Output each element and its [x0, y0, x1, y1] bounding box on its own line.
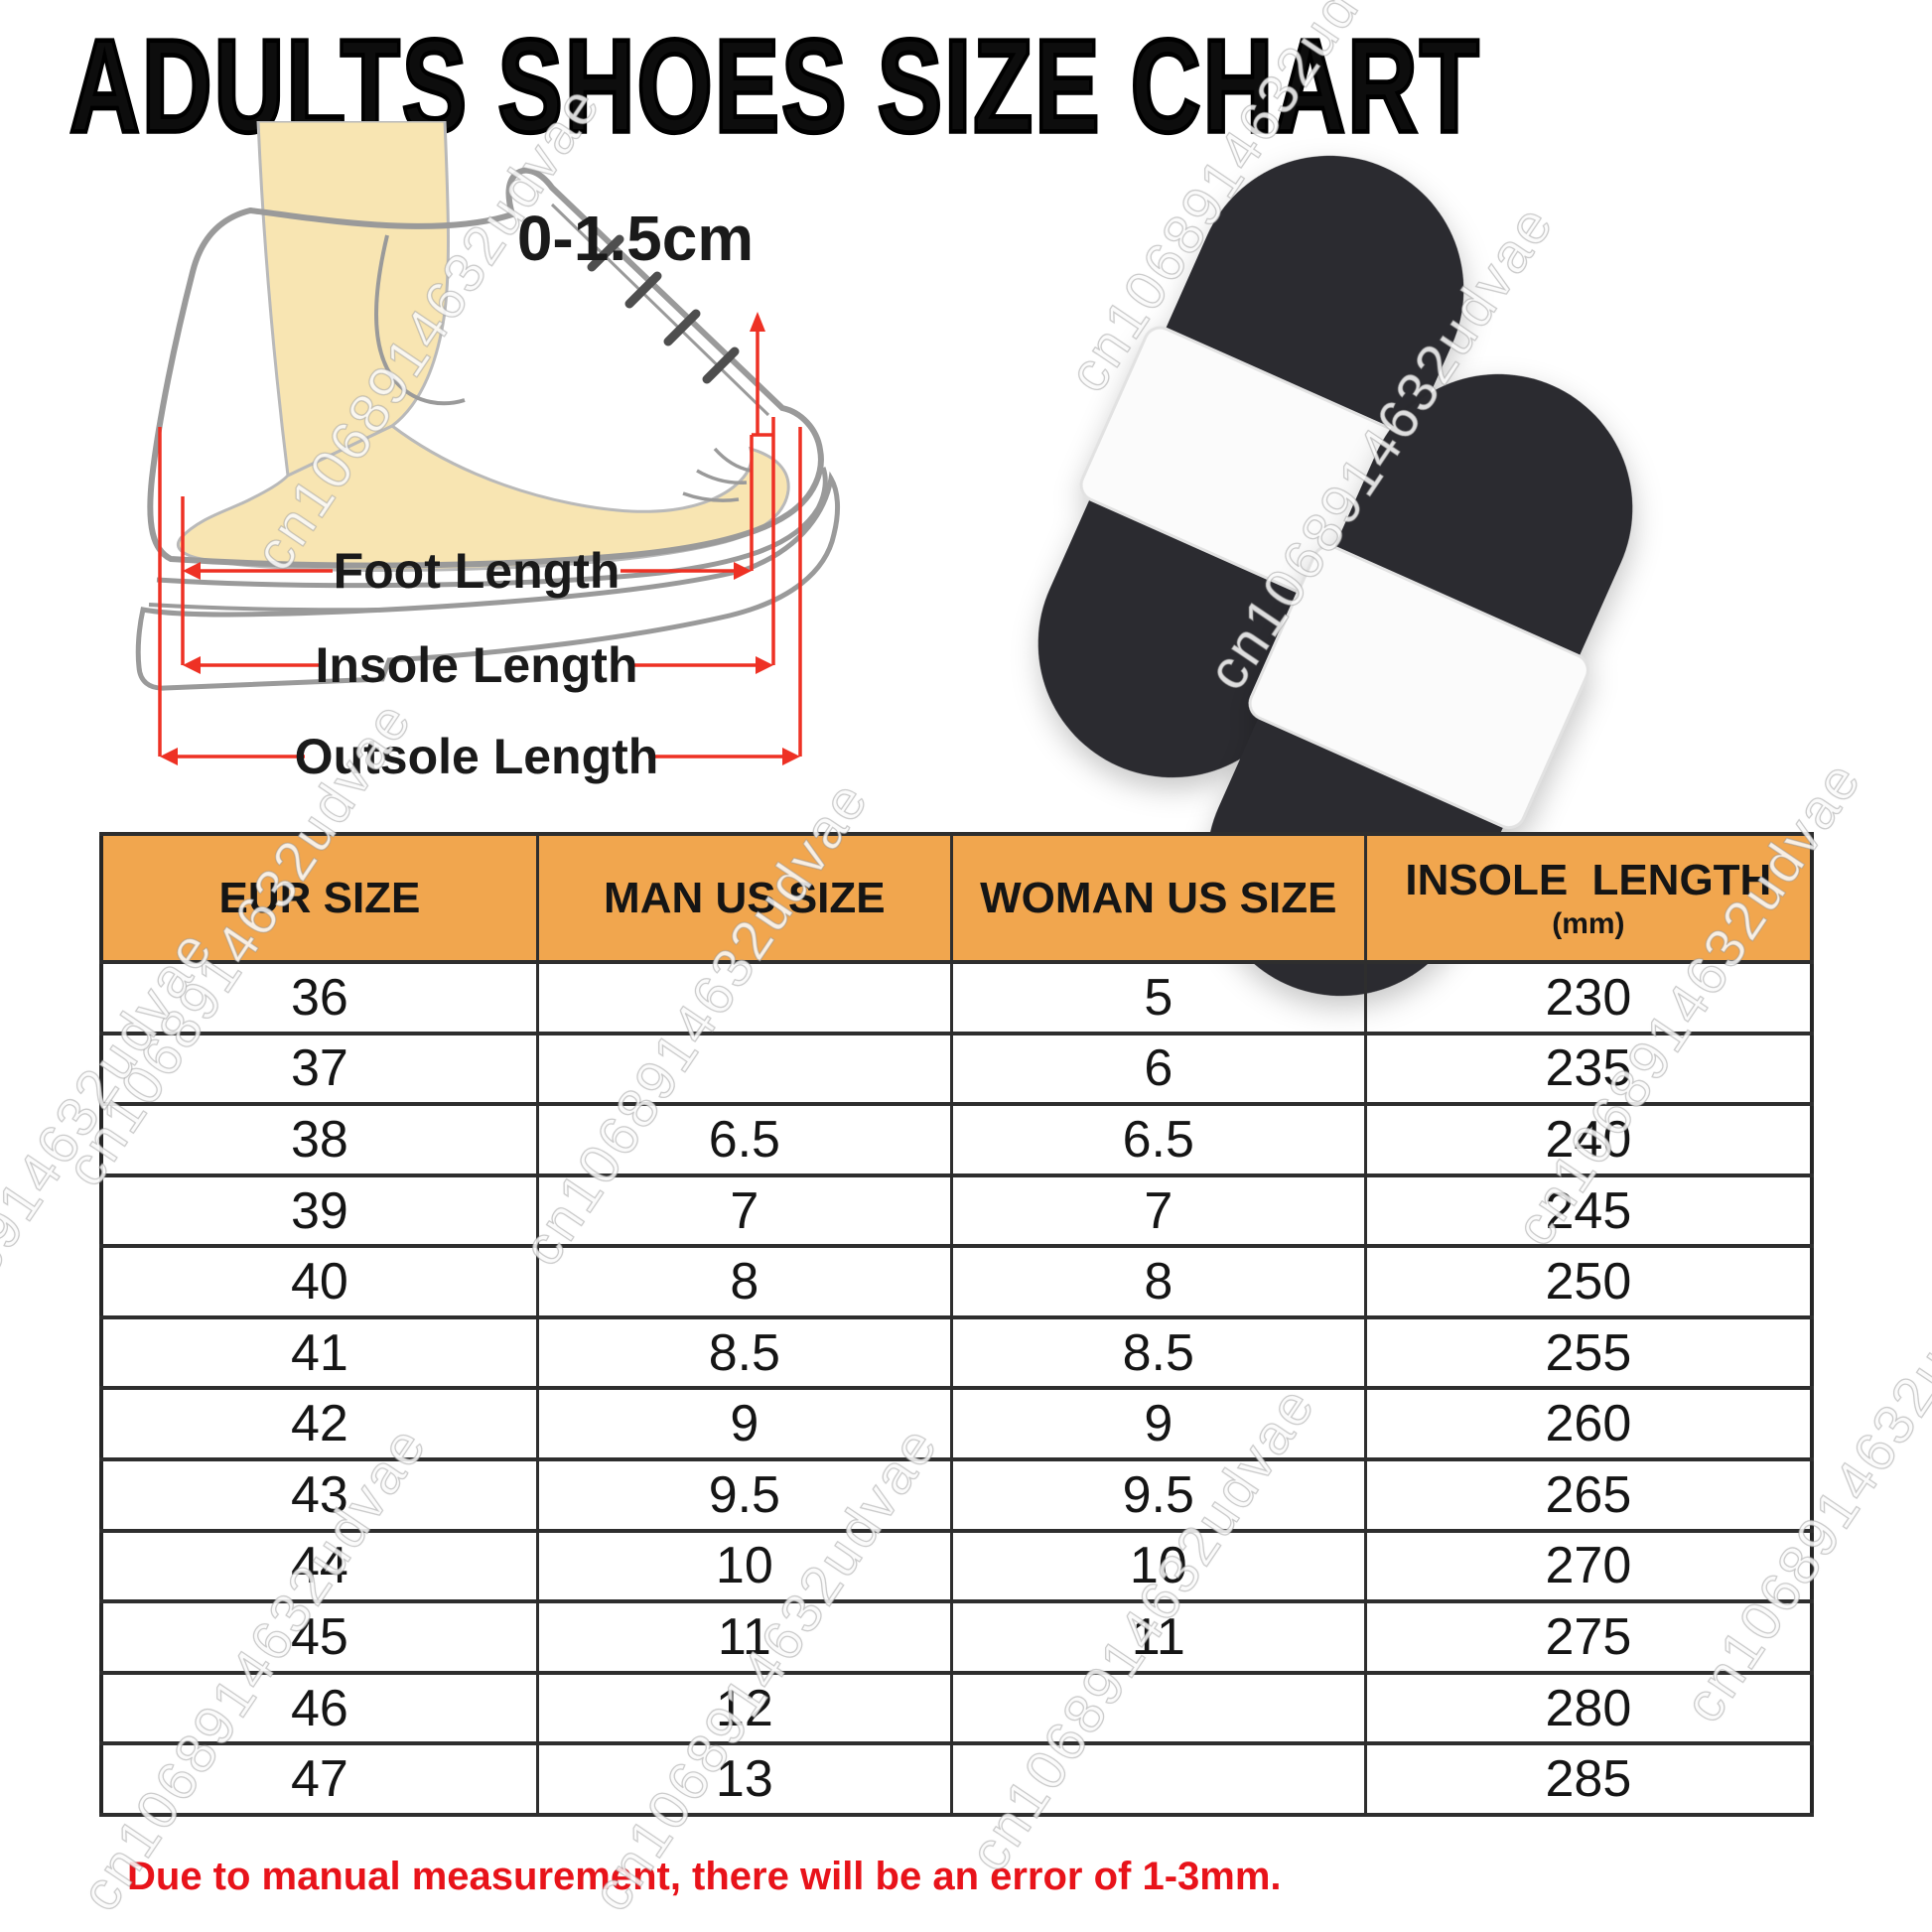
cell-woman: 10 — [949, 1528, 1367, 1604]
toe-gap-label: 0-1.5cm — [517, 203, 754, 274]
size-table: EUR SIZE MAN US SIZE WOMAN US SIZE INSOL… — [99, 832, 1814, 1817]
cell-insole: 285 — [1363, 1741, 1814, 1817]
cell-man: 7 — [535, 1173, 953, 1249]
table-row: 38 6.5 6.5 240 — [99, 1102, 1814, 1177]
leg-shape — [256, 121, 450, 479]
cell-woman: 8.5 — [949, 1314, 1367, 1391]
header-row: EUR SIZE MAN US SIZE WOMAN US SIZE INSOL… — [99, 832, 1814, 964]
table-row: 46 12 280 — [99, 1670, 1814, 1746]
cell-insole: 280 — [1363, 1670, 1814, 1746]
cell-insole: 245 — [1363, 1173, 1814, 1249]
cell-eur: 39 — [99, 1173, 539, 1249]
cell-man: 8 — [535, 1244, 953, 1319]
toe-lines — [682, 447, 752, 502]
table-row: 41 8.5 8.5 255 — [99, 1314, 1814, 1391]
cell-insole: 255 — [1363, 1314, 1814, 1391]
cell-woman: 7 — [949, 1173, 1367, 1249]
table-row: 47 13 285 — [99, 1741, 1814, 1817]
cell-eur: 46 — [99, 1670, 539, 1746]
cell-man: 8.5 — [535, 1314, 953, 1391]
column-header-insole-length: INSOLE LENGTH (mm) — [1363, 832, 1814, 964]
cell-eur: 42 — [99, 1386, 539, 1462]
shoe-outline — [147, 167, 824, 569]
table-row: 43 9.5 9.5 265 — [99, 1457, 1814, 1533]
foot-length-label: Foot Length — [334, 543, 621, 599]
cell-insole: 270 — [1363, 1528, 1814, 1604]
cell-man: 6.5 — [535, 1102, 953, 1177]
cell-insole: 230 — [1363, 960, 1814, 1035]
table-row: 42 9 9 260 — [99, 1386, 1814, 1462]
table-row: 37 6 235 — [99, 1031, 1814, 1107]
cell-insole: 250 — [1363, 1244, 1814, 1319]
measurement-note: Due to manual measurement, there will be… — [127, 1855, 1282, 1898]
cell-eur: 45 — [99, 1599, 539, 1675]
cell-eur: 47 — [99, 1741, 539, 1817]
cell-eur: 44 — [99, 1528, 539, 1604]
cell-woman: 9 — [949, 1386, 1367, 1462]
cell-man: 13 — [535, 1741, 953, 1817]
foot-measurement-diagram: 0-1.5cm Foot Length Insole Length Outsol… — [135, 121, 841, 784]
cell-man: 11 — [535, 1599, 953, 1675]
cell-man: 10 — [535, 1528, 953, 1604]
cell-eur: 43 — [99, 1457, 539, 1533]
table-row: 40 8 8 250 — [99, 1244, 1814, 1319]
cell-insole: 265 — [1363, 1457, 1814, 1533]
cell-man: 9 — [535, 1386, 953, 1462]
cell-woman — [949, 1741, 1367, 1817]
cell-insole: 275 — [1363, 1599, 1814, 1675]
cell-insole: 260 — [1363, 1386, 1814, 1462]
cell-woman: 6.5 — [949, 1102, 1367, 1177]
column-header-eur-size: EUR SIZE — [99, 832, 539, 964]
cell-eur: 40 — [99, 1244, 539, 1319]
outsole-length-label: Outsole Length — [295, 729, 659, 784]
ankle-curve — [373, 234, 466, 406]
cell-woman — [949, 1670, 1367, 1746]
cell-eur: 41 — [99, 1314, 539, 1391]
cell-woman: 9.5 — [949, 1457, 1367, 1533]
insole-header-unit: (mm) — [1552, 906, 1625, 940]
lace-hooks — [587, 234, 740, 384]
table-row: 44 10 10 270 — [99, 1528, 1814, 1604]
table-row: 39 7 7 245 — [99, 1173, 1814, 1249]
cell-woman: 5 — [949, 960, 1367, 1035]
cell-eur: 38 — [99, 1102, 539, 1177]
cell-insole: 240 — [1363, 1102, 1814, 1177]
cell-eur: 36 — [99, 960, 539, 1035]
column-header-man-us-size: MAN US SIZE — [535, 832, 953, 964]
measurement-lines — [158, 312, 802, 765]
cell-man — [535, 1031, 953, 1107]
cell-man: 9.5 — [535, 1457, 953, 1533]
cell-man: 12 — [535, 1670, 953, 1746]
cell-woman: 6 — [949, 1031, 1367, 1107]
cell-eur: 37 — [99, 1031, 539, 1107]
column-header-woman-us-size: WOMAN US SIZE — [949, 832, 1367, 964]
insole-length-label: Insole Length — [316, 637, 638, 693]
cell-man — [535, 960, 953, 1035]
table-row: 45 11 11 275 — [99, 1599, 1814, 1675]
insole-header-main: INSOLE LENGTH — [1405, 855, 1772, 904]
lace-inner-line — [550, 203, 770, 417]
cell-woman: 8 — [949, 1244, 1367, 1319]
cell-woman: 11 — [949, 1599, 1367, 1675]
sole-lines — [135, 467, 841, 691]
table-row: 36 5 230 — [99, 960, 1814, 1035]
cell-insole: 235 — [1363, 1031, 1814, 1107]
